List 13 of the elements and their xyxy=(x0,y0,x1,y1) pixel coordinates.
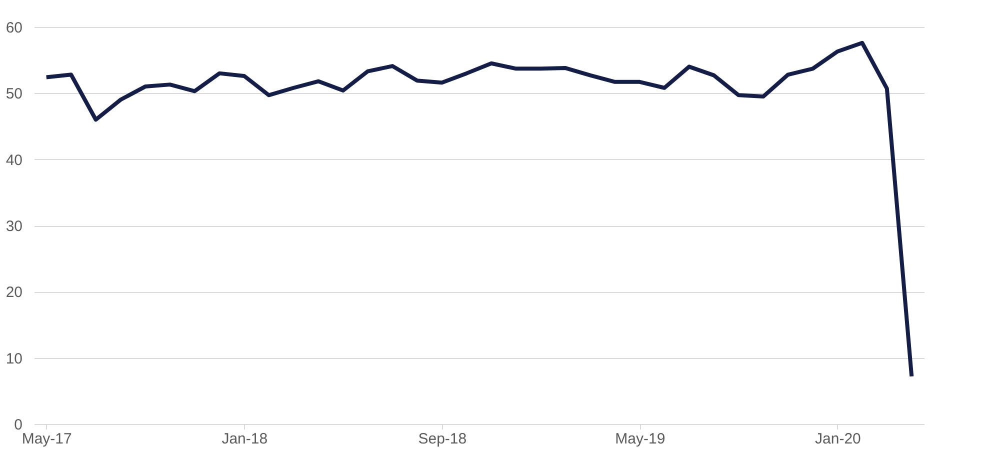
y-tick-label: 0 xyxy=(14,416,22,434)
x-tick-label: May-17 xyxy=(22,430,72,448)
y-tick-label: 10 xyxy=(6,350,22,368)
x-tick-label: Jan-18 xyxy=(222,430,268,448)
y-tick-label: 30 xyxy=(6,218,22,235)
x-tick-label: Jan-20 xyxy=(815,430,861,448)
line-series xyxy=(44,40,914,378)
y-tick-label: 60 xyxy=(6,20,22,36)
x-tick-label: Sep-18 xyxy=(418,430,467,448)
y-tick-label: 20 xyxy=(6,284,22,302)
x-tick-label: May-19 xyxy=(615,430,666,448)
y-tick-label: 50 xyxy=(6,86,22,103)
y-tick-label: 40 xyxy=(6,152,22,169)
